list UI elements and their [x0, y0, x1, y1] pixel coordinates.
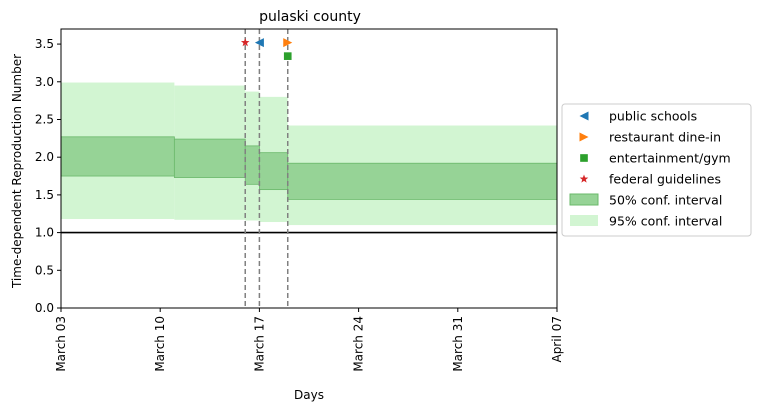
x-tick-label-3: March 24 [352, 316, 366, 372]
intervention-marker-entertainment-gym [283, 52, 292, 60]
y-tick-label-0: 0.0 [35, 301, 54, 315]
legend-marker-restaurant-dine-in [579, 132, 589, 142]
legend-label-public-schools: public schools [609, 109, 697, 124]
legend-marker-public-schools [579, 111, 589, 121]
legend-label-restaurant-dine-in: restaurant dine-in [609, 130, 721, 145]
x-tick-label-4: March 31 [451, 316, 465, 372]
legend-label-50-conf-interval: 50% conf. interval [609, 193, 722, 208]
y-axis-label: Time-dependent Reproduction Number [10, 54, 24, 289]
ci50-band-3 [258, 152, 289, 191]
x-tick-label-2: March 17 [252, 316, 266, 372]
y-tick-label-7: 3.5 [35, 37, 54, 51]
y-tick-label-6: 3.0 [35, 75, 54, 89]
legend-box [561, 103, 752, 237]
y-tick-label-5: 2.5 [35, 112, 54, 126]
legend-swatch-50-conf-interval [569, 193, 599, 206]
intervention-marker-public-schools [254, 38, 264, 48]
plot-area: 0.0 0.5 1.0 1.5 2.0 2.5 3.0 3.5 March 03 March 10… [35, 28, 564, 372]
intervention-marker-restaurant-dine-in [283, 38, 293, 48]
legend-label-entertainment-gym: entertainment/gym [609, 151, 731, 166]
ci50-band-4 [287, 162, 558, 200]
x-axis-label: Days [294, 388, 324, 402]
plot-frame [60, 28, 558, 309]
legend-marker-entertainment-gym [580, 154, 588, 162]
y-tick-label-3: 1.5 [35, 188, 54, 202]
legend-label-federal-guidelines: federal guidelines [609, 172, 721, 187]
ci50-band-2 [244, 145, 260, 185]
y-tick-label-1: 0.5 [35, 263, 54, 277]
x-tick-label-5: April 07 [550, 316, 564, 363]
x-tick-label-0: March 03 [54, 316, 68, 372]
ci50-band-1 [173, 138, 246, 178]
x-tick-label-1: March 10 [153, 316, 167, 372]
ci50-band-0 [60, 136, 175, 177]
y-tick-label-4: 2.0 [35, 150, 54, 164]
legend: public schools restaurant dine-in entertai… [561, 103, 752, 237]
chart-title: pulaski county [259, 9, 361, 25]
legend-marker-federal-guidelines [579, 174, 589, 183]
y-tick-label-2: 1.0 [35, 226, 54, 240]
legend-label-95-conf-interval: 95% conf. interval [609, 214, 722, 229]
intervention-marker-federal-guidelines [240, 38, 250, 47]
legend-swatch-95-conf-interval [570, 215, 598, 226]
